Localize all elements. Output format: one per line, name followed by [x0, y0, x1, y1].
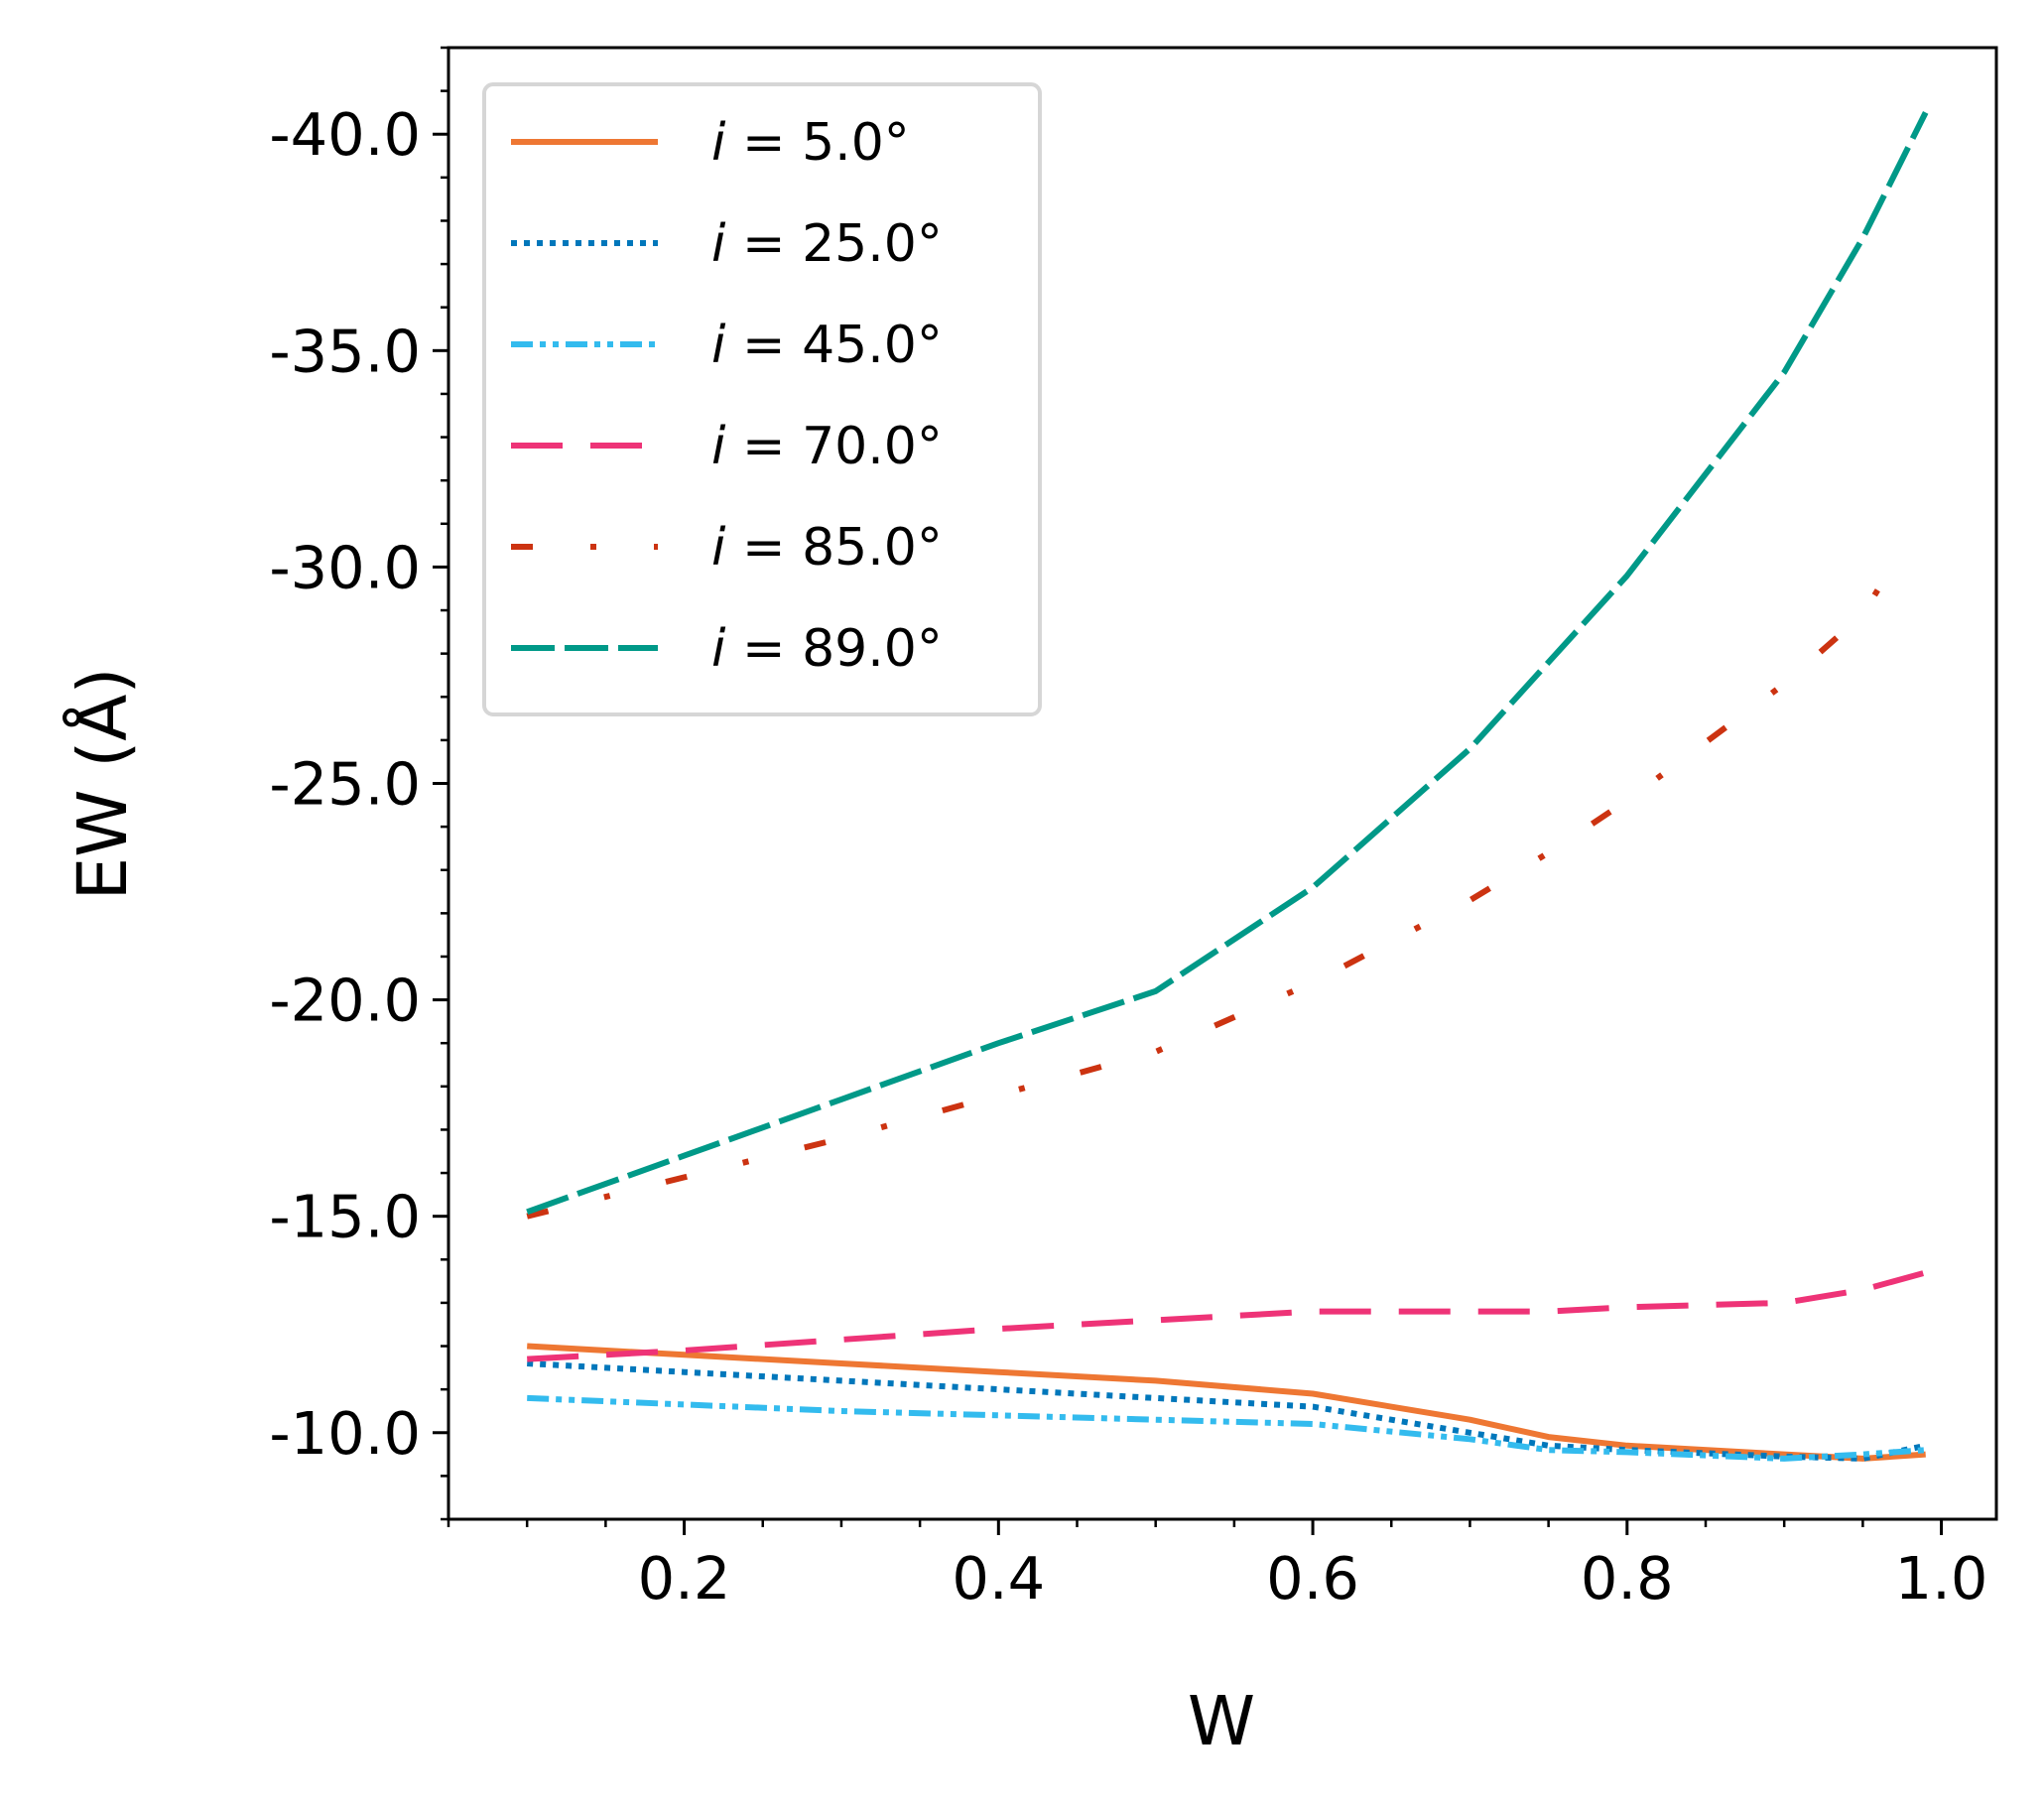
legend-entries: i = 5.0° i = 25.0° i = 45.0° i = 70.0° i = 8…	[511, 113, 943, 679]
x-axis-ticks: 0.2 0.4 0.6 0.8 1.0	[447, 1519, 1988, 1613]
y-tick-label: -25.0	[269, 750, 421, 819]
y-axis-ticks: -10.0 -15.0 -20.0 -25.0 -30.0 -35.0 -40.0	[269, 46, 448, 1521]
legend-label-0: i = 5.0°	[711, 113, 910, 173]
series-line-4	[526, 561, 1897, 1220]
series-line-1	[527, 1360, 1927, 1462]
x-axis-title: W	[1188, 1682, 1255, 1761]
x-tick-label: 1.0	[1895, 1544, 1988, 1613]
legend-box	[482, 82, 1042, 716]
y-tick-label: -30.0	[269, 533, 421, 601]
y-tick-label: -35.0	[269, 317, 421, 385]
y-axis-title: EW (Å)	[62, 668, 143, 901]
x-tick-label: 0.8	[1581, 1544, 1674, 1613]
series-line-5	[526, 111, 1929, 1216]
y-tick-label: -40.0	[269, 100, 421, 169]
series-line-2	[527, 1394, 1926, 1462]
y-tick-label: -15.0	[269, 1183, 421, 1251]
legend-label-2: i = 45.0°	[711, 316, 943, 375]
y-tick-label: -20.0	[269, 967, 421, 1035]
x-tick-label: 0.4	[952, 1544, 1045, 1613]
series-layer	[526, 111, 1929, 1462]
x-tick-label: 0.6	[1266, 1544, 1359, 1613]
y-tick-label: -10.0	[269, 1399, 421, 1468]
x-tick-label: 0.2	[638, 1544, 731, 1613]
legend-label-4: i = 85.0°	[711, 518, 943, 578]
legend-label-3: i = 70.0°	[711, 417, 943, 476]
legend-label-5: i = 89.0°	[711, 619, 943, 679]
legend-label-1: i = 25.0°	[711, 214, 943, 274]
legend: i = 5.0° i = 25.0° i = 45.0° i = 70.0° i = 8…	[482, 82, 1042, 716]
series-line-3	[527, 1269, 1927, 1362]
